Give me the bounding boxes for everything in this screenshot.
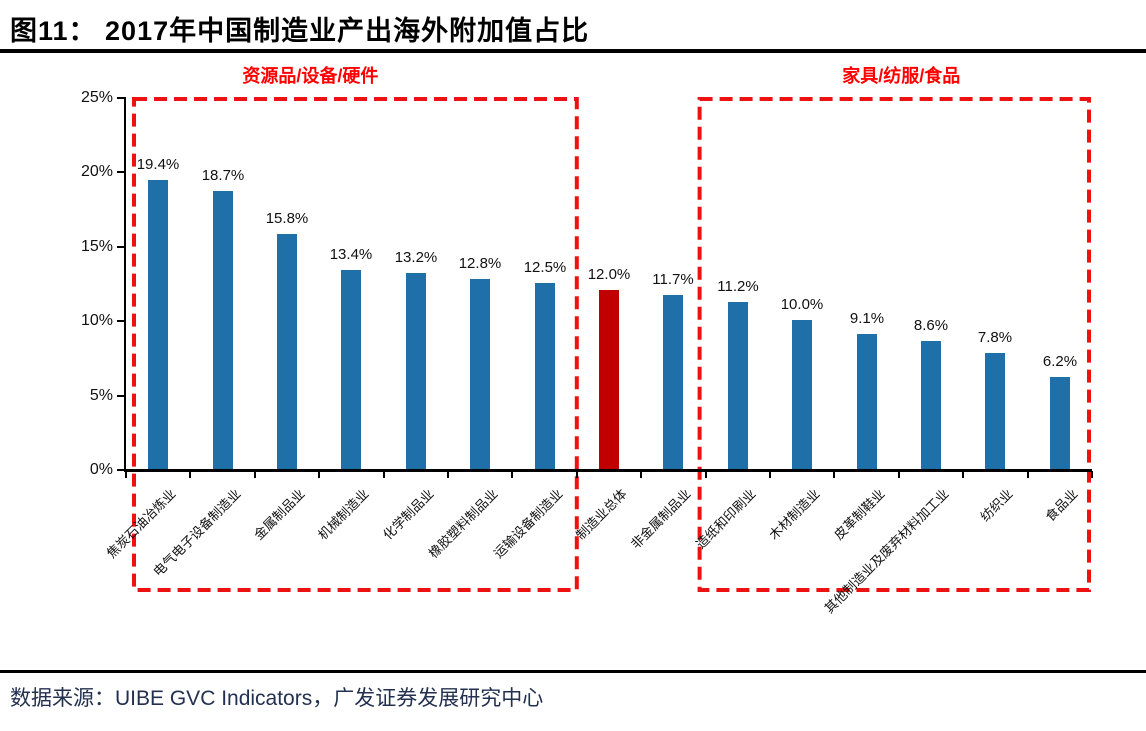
x-tick [1027, 471, 1029, 478]
bar-value-label: 8.6% [913, 317, 949, 334]
y-axis [124, 97, 126, 471]
y-tick [117, 171, 124, 173]
bar [470, 279, 490, 469]
bar-value-label: 12.0% [587, 266, 631, 283]
bar [213, 191, 233, 469]
x-tick [189, 471, 191, 478]
y-tick-label: 15% [80, 238, 113, 255]
category-label: 皮革制鞋业 [830, 486, 888, 543]
category-label: 其他制造业及废弃材料加工业 [821, 486, 952, 617]
category-label: 机械制造业 [315, 486, 373, 543]
y-tick [117, 97, 124, 99]
data-source: 数据来源：UIBE GVC Indicators，广发证券发展研究中心 [10, 687, 544, 710]
y-tick [117, 469, 124, 471]
x-tick [769, 471, 771, 478]
y-tick-label: 20% [80, 163, 113, 180]
y-tick-label: 10% [80, 312, 113, 329]
y-tick-label: 25% [80, 89, 113, 106]
bar-value-label: 11.2% [717, 278, 759, 295]
x-tick [447, 471, 449, 478]
x-axis [124, 469, 1092, 472]
category-label: 金属制品业 [251, 486, 308, 543]
bar [406, 273, 426, 469]
bar [792, 320, 812, 469]
y-tick [117, 246, 124, 248]
x-tick [383, 471, 385, 478]
bar-highlight [599, 290, 619, 469]
figure-title: 图11： 2017年中国制造业产出海外附加值占比 [10, 16, 590, 46]
y-tick-label: 0% [89, 461, 113, 478]
x-tick [318, 471, 320, 478]
x-tick [511, 471, 513, 478]
category-label: 食品业 [1042, 486, 1081, 525]
x-tick [1091, 471, 1093, 478]
title-divider [0, 49, 1146, 53]
category-label: 制造业总体 [573, 486, 630, 543]
bar-value-label: 13.4% [329, 246, 373, 263]
bar-value-label: 11.7% [652, 271, 694, 288]
y-tick-label: 5% [89, 387, 113, 404]
bar-value-label: 13.2% [394, 249, 438, 266]
bar [535, 283, 555, 469]
category-label: 木材制造业 [766, 486, 823, 543]
bar-chart: 资源品/设备/硬件 家具/纺服/食品 19.4% 18.7% 15.8% 13.4% 13.… [80, 66, 1093, 617]
category-label: 非金属制品业 [628, 486, 695, 552]
bar [341, 270, 361, 469]
bar-value-label: 7.8% [977, 329, 1013, 346]
bar-value-label: 18.7% [201, 167, 245, 184]
bar-value-label: 12.5% [523, 259, 567, 276]
group-label-left: 资源品/设备/硬件 [242, 66, 379, 86]
bar-value-label: 19.4% [136, 156, 180, 173]
bar [663, 295, 683, 469]
x-tick [254, 471, 256, 478]
x-tick [833, 471, 835, 478]
category-label: 运输设备制造业 [490, 486, 566, 561]
group-label-right: 家具/纺服/食品 [842, 66, 961, 86]
bar [921, 341, 941, 469]
bar [1050, 377, 1070, 469]
bar-value-label: 12.8% [458, 255, 502, 272]
bar [148, 180, 168, 469]
footer-divider [0, 670, 1146, 673]
x-tick [125, 471, 127, 478]
bar-value-label: 15.8% [265, 210, 309, 227]
category-label: 造纸和印刷业 [692, 486, 759, 552]
x-tick [898, 471, 900, 478]
category-label: 化学制品业 [379, 486, 437, 543]
bar [277, 234, 297, 469]
y-tick [117, 320, 124, 322]
bar-value-label: 6.2% [1042, 353, 1078, 370]
x-tick [962, 471, 964, 478]
x-tick [576, 471, 578, 478]
category-label: 纺织业 [977, 486, 1017, 525]
x-tick [705, 471, 707, 478]
bar [728, 302, 748, 469]
y-tick [117, 395, 124, 397]
bar [985, 353, 1005, 469]
bar-value-label: 10.0% [780, 296, 824, 313]
x-tick [640, 471, 642, 478]
bar [857, 334, 877, 469]
bar-value-label: 9.1% [849, 310, 885, 327]
